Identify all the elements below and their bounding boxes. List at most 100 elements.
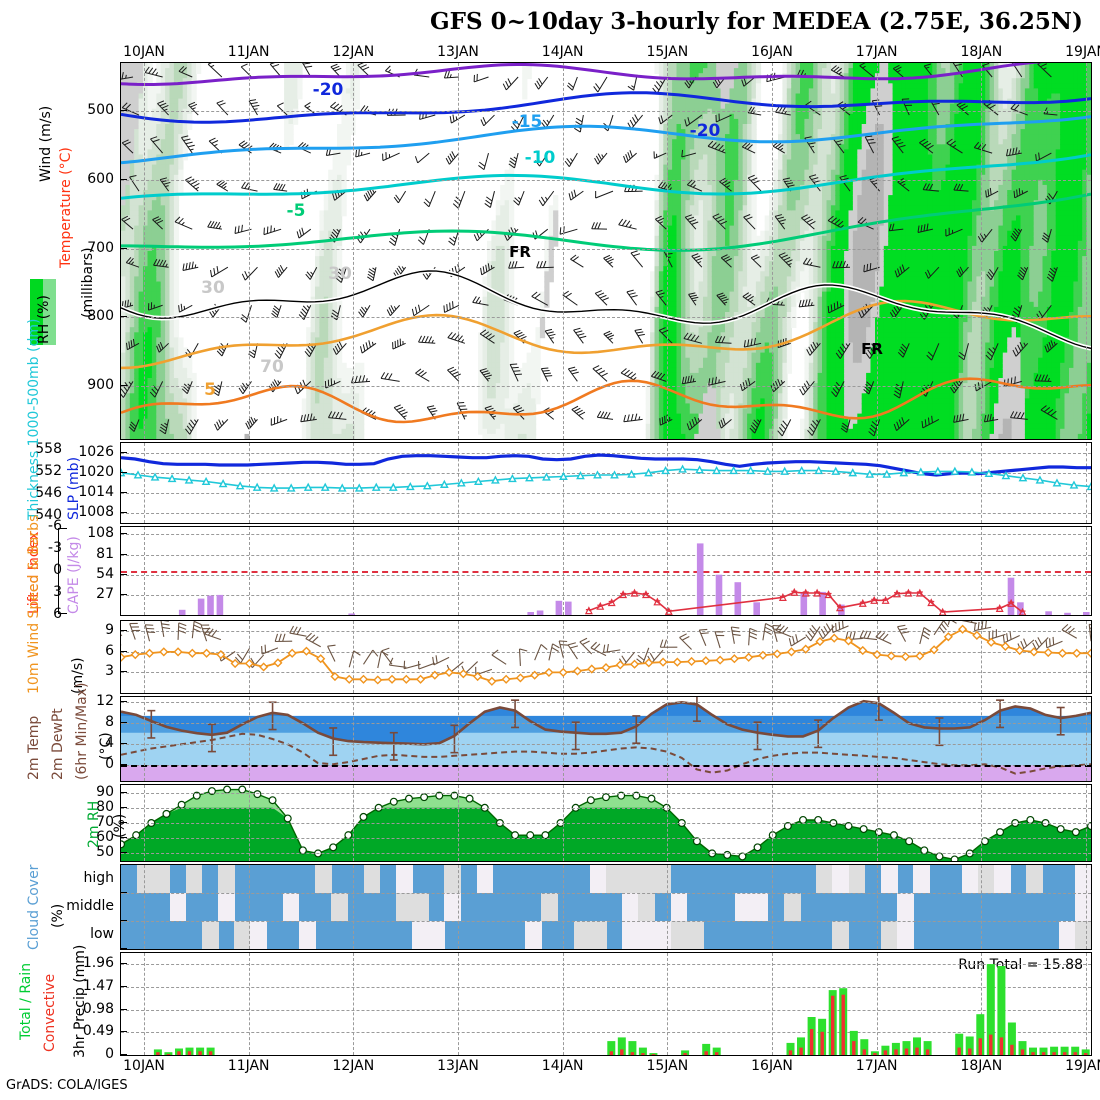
cloud-level-label-middle: middle xyxy=(66,898,114,914)
contour-label-5: 30 xyxy=(328,264,352,284)
x-label-top-13jan: 13JAN xyxy=(437,44,479,60)
cloud-block xyxy=(977,865,995,893)
x-label-17jan: 17JAN xyxy=(855,1058,898,1074)
cloud-block xyxy=(428,921,445,949)
rh2m-ytick-60: 60 xyxy=(96,829,114,846)
cloud-block xyxy=(282,893,300,921)
x-label-top-19jan: 19JAN xyxy=(1065,44,1100,60)
slp-thickness-plot xyxy=(121,453,1091,492)
cloud-block xyxy=(897,921,914,949)
upper-air-temperature-legend: Temperature (°C) xyxy=(58,147,74,268)
precip-axis-label: 3hr Precip (mm) xyxy=(72,944,88,1058)
x-label-top-12jan: 12JAN xyxy=(332,44,375,60)
cloud-block xyxy=(185,865,203,893)
x-label-top-15jan: 15JAN xyxy=(646,44,689,60)
slp-ytick-1026: 1026 xyxy=(78,444,114,460)
precip-ytick-1-47: 1.47 xyxy=(82,977,114,994)
cloud-block xyxy=(654,865,672,893)
x-label-top-18jan: 18JAN xyxy=(960,44,1003,60)
upper-air-ytick-900: 900 xyxy=(87,377,114,394)
cloud-block xyxy=(816,865,833,893)
slp-ytick-1020: 1020 xyxy=(78,464,114,480)
cloud-block xyxy=(395,865,413,893)
cloud-block xyxy=(783,893,801,921)
cloud-block xyxy=(670,893,688,921)
rh2m-ytick-80: 80 xyxy=(96,798,114,815)
x-label-12jan: 12JAN xyxy=(332,1058,375,1074)
contour-label-6: 30 xyxy=(201,278,225,298)
thickness-ytick-540: 540 xyxy=(35,506,62,523)
precip-ytick-0: 0 xyxy=(105,1046,114,1062)
temp2m-minmax-label: (6hr Min/Max) xyxy=(74,682,90,780)
x-label-11jan: 11JAN xyxy=(227,1058,270,1074)
cloud-block xyxy=(331,893,348,921)
slp-ytick-1014: 1014 xyxy=(78,484,114,500)
cloud-level-label-low: low xyxy=(90,926,114,942)
thickness-ytick-558: 558 xyxy=(35,441,62,458)
cloud-block xyxy=(1026,865,1044,893)
cape-ytick-54: 54 xyxy=(96,565,114,582)
rh2m-ytick-90: 90 xyxy=(96,783,114,800)
cloud-level-label-high: high xyxy=(83,870,114,886)
cloud-block xyxy=(589,921,607,949)
cloud-block xyxy=(298,921,316,949)
x-label-13jan: 13JAN xyxy=(437,1058,479,1074)
cloud-block xyxy=(606,865,623,893)
upper-air-ytick-800: 800 xyxy=(87,308,114,325)
cloud-block xyxy=(832,865,850,893)
cloud-block xyxy=(880,921,898,949)
precip-ytick-1-96: 1.96 xyxy=(82,955,114,972)
cloud-cover-axis-label: Cloud Cover xyxy=(26,864,42,950)
page-title: GFS 0~10day 3-hourly for MEDEA (2.75E, 3… xyxy=(430,8,1083,35)
x-label-18jan: 18JAN xyxy=(960,1058,1003,1074)
x-label-19jan: 19JAN xyxy=(1065,1058,1100,1074)
cloud-block xyxy=(654,921,672,949)
cloud-block xyxy=(363,865,381,893)
cloud-block xyxy=(153,865,171,893)
cloud-block xyxy=(589,865,607,893)
thickness-ytick-552: 552 xyxy=(35,463,62,480)
contour-label-2: -10 xyxy=(524,148,556,168)
contour-label-0: -20 xyxy=(312,80,344,100)
wind10m-axis-label: 10m Wind Speed & Barbs xyxy=(26,514,42,694)
cloud-block xyxy=(1058,921,1076,949)
x-label-top-14jan: 14JAN xyxy=(541,44,584,60)
temp2m-axis-label: 2m Temp xyxy=(26,715,42,780)
cloud-block xyxy=(315,865,332,893)
contour-label-4: -20 xyxy=(689,121,721,141)
cloud-block xyxy=(880,865,898,893)
upper-air-ytick-600: 600 xyxy=(87,170,114,187)
temp-zero-line xyxy=(121,765,1091,768)
cloud-block xyxy=(573,921,591,949)
cloud-block xyxy=(541,893,559,921)
cloud-block xyxy=(444,865,462,893)
cloud-block xyxy=(444,893,462,921)
contour-label-8: 5 xyxy=(204,380,216,400)
cloud-block xyxy=(412,893,429,921)
cloud-block xyxy=(201,921,219,949)
rh2m-plot xyxy=(121,785,1091,861)
cloud-block xyxy=(638,893,656,921)
cloud-block xyxy=(525,921,542,949)
precip-convective-axis-label: Convective xyxy=(42,973,58,1052)
upper-air-plot xyxy=(121,63,1091,439)
temp-below-zero-band xyxy=(121,765,1091,781)
li-zero-reference xyxy=(121,571,1091,573)
wind-ytick-6: 6 xyxy=(105,642,114,659)
cloud-block xyxy=(751,893,769,921)
rh2m-ytick-50: 50 xyxy=(96,844,114,861)
cloud-block xyxy=(1074,865,1091,893)
cloud-block xyxy=(476,865,494,893)
cloud-cover-units-label: (%) xyxy=(50,903,66,928)
x-label-top-10jan: 10JAN xyxy=(123,44,165,60)
freezing-level-label-1: FR xyxy=(861,340,883,358)
precip-ytick-0-49: 0.49 xyxy=(82,1023,114,1040)
rh2m-axis-label: 2m RH xyxy=(86,800,102,848)
cape-ytick-27: 27 xyxy=(96,585,114,602)
contour-label-7: 70 xyxy=(260,357,284,377)
cloud-block xyxy=(218,865,235,893)
li-ytick-0: 0 xyxy=(53,562,62,578)
cloud-block xyxy=(622,865,639,893)
contour-label-3: -5 xyxy=(286,201,306,221)
x-label-15jan: 15JAN xyxy=(646,1058,689,1074)
